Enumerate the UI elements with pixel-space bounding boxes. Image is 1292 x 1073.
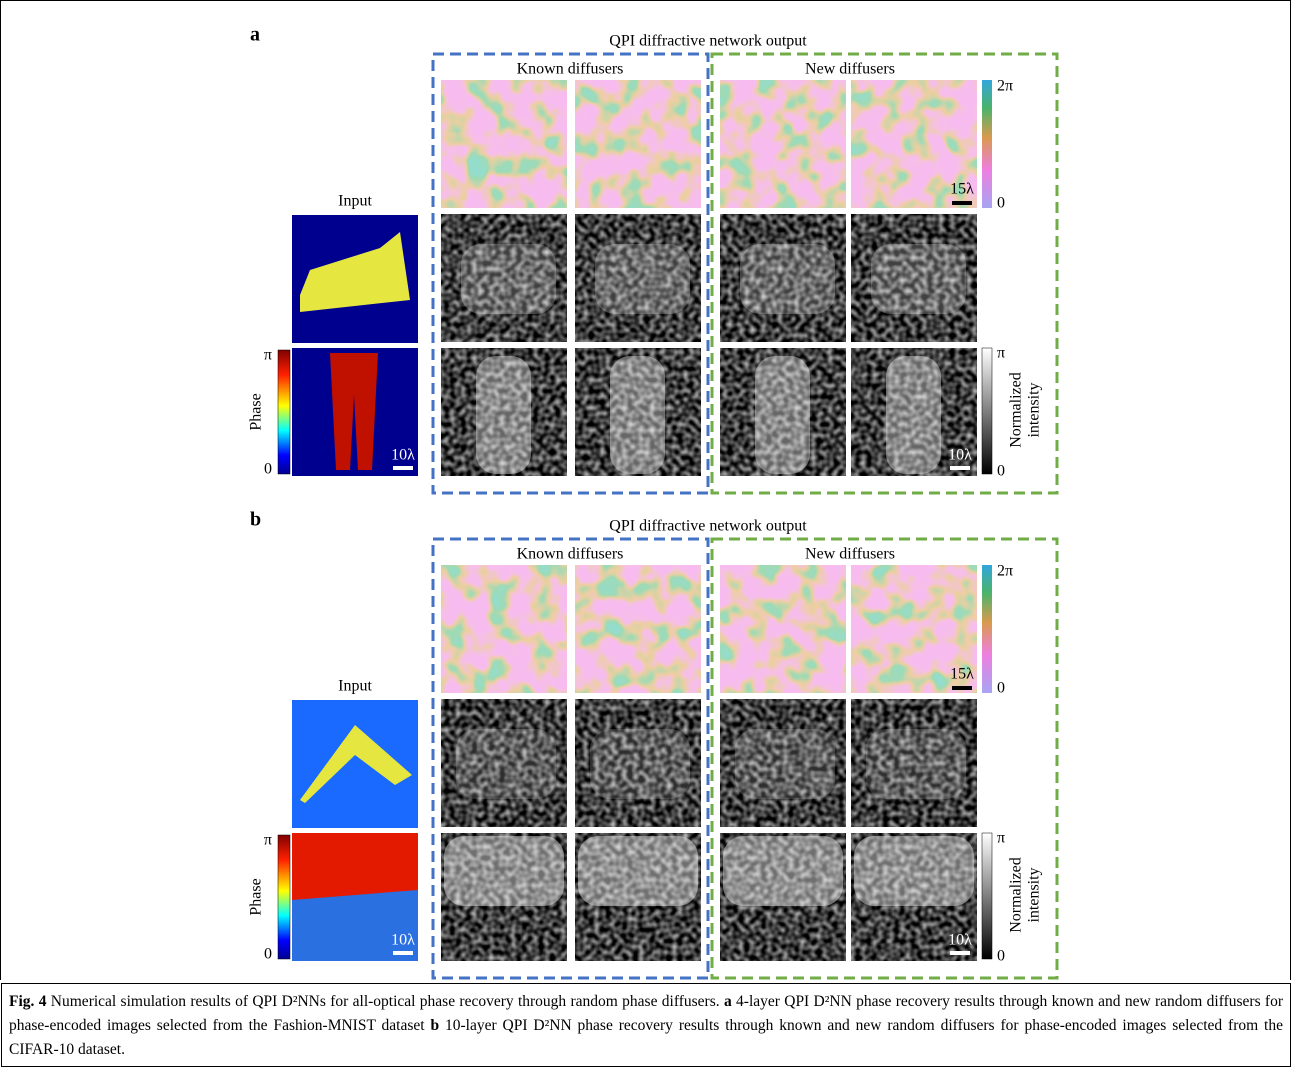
panel-title: QPI diffractive network output (609, 518, 807, 535)
panel-label: a (250, 24, 260, 46)
phase-bottom: 0 (264, 946, 272, 963)
phase-colorbar (278, 350, 290, 474)
intensity-top: π (997, 830, 1005, 847)
input-scale-bar (393, 466, 413, 470)
input-scale: 10λ (391, 447, 415, 464)
panel-label: b (250, 509, 261, 531)
diffuser-scale: 15λ (950, 666, 974, 683)
input-scale: 10λ (391, 932, 415, 949)
phase-bottom: 0 (264, 461, 272, 478)
diffuser-scale-bar (952, 686, 972, 690)
known-label: Known diffusers (517, 61, 624, 78)
output-noise (720, 348, 846, 476)
phase-colorbar (278, 835, 290, 959)
panel-title: QPI diffractive network output (609, 33, 807, 50)
diffuser-image (720, 80, 846, 208)
phase-top: π (264, 347, 272, 364)
output-noise (851, 214, 977, 342)
phase-label: Phase (248, 393, 265, 430)
output-noise (575, 833, 701, 961)
caption-summary: Numerical simulation results of QPI D²NN… (46, 993, 723, 1010)
intensity-colorbar (982, 348, 992, 474)
diffuser-image (441, 80, 567, 208)
output-scale: 10λ (948, 447, 972, 464)
output-noise (441, 833, 567, 961)
phase-label: Phase (248, 878, 265, 915)
caption-b-label: b (430, 1017, 439, 1034)
caption-figure: Fig. 4 (9, 993, 46, 1010)
output-noise (575, 348, 701, 476)
output-noise (720, 214, 846, 342)
input-label: Input (338, 193, 372, 210)
diffuser-image (441, 565, 567, 693)
output-scale-bar (950, 466, 970, 470)
intensity-label: intensity (1026, 382, 1043, 437)
intensity-bottom: 0 (997, 948, 1005, 965)
diffuser-image (720, 565, 846, 693)
diffuser-top: 2π (997, 78, 1013, 95)
diffuser-top: 2π (997, 563, 1013, 580)
caption-a-label: a (724, 993, 732, 1010)
figure: a QPI diffractive network output Known dif… (0, 0, 1292, 980)
diffuser-bottom: 0 (997, 680, 1005, 697)
diffuser-scale: 15λ (950, 181, 974, 198)
input-label: Input (338, 678, 372, 695)
input-scale-bar (393, 951, 413, 955)
new-label: New diffusers (805, 61, 895, 78)
diffuser-colorbar (982, 565, 992, 693)
input-shape (292, 890, 418, 961)
intensity-label: Normalized (1008, 857, 1025, 933)
diffuser-bottom: 0 (997, 195, 1005, 212)
intensity-label: Normalized (1008, 372, 1025, 448)
intensity-label: intensity (1026, 867, 1043, 922)
intensity-colorbar (982, 833, 992, 959)
output-scale-bar (950, 951, 970, 955)
intensity-top: π (997, 345, 1005, 362)
output-noise (441, 348, 567, 476)
known-label: Known diffusers (517, 546, 624, 563)
output-scale: 10λ (948, 932, 972, 949)
diffuser-colorbar (982, 80, 992, 208)
output-noise (441, 214, 567, 342)
output-noise (575, 699, 701, 827)
output-noise (441, 699, 567, 827)
diffuser-image (575, 565, 701, 693)
diffuser-scale-bar (952, 201, 972, 205)
output-noise (720, 699, 846, 827)
new-label: New diffusers (805, 546, 895, 563)
output-noise (575, 214, 701, 342)
output-noise (851, 699, 977, 827)
intensity-bottom: 0 (997, 463, 1005, 480)
output-noise (720, 833, 846, 961)
diffuser-image (575, 80, 701, 208)
page: a QPI diffractive network output Known dif… (0, 0, 1292, 1073)
phase-top: π (264, 832, 272, 849)
caption: Fig. 4 Numerical simulation results of Q… (1, 983, 1291, 1067)
